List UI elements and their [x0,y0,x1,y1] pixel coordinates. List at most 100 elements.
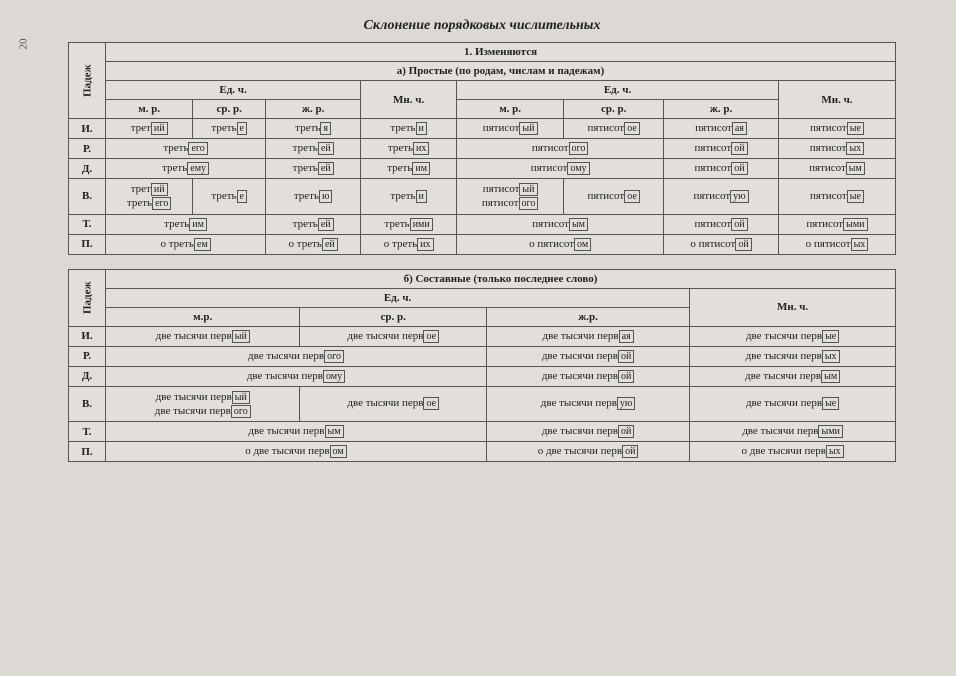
cell: две тысячи первому [106,366,487,386]
cell: две тысячи первыми [690,422,896,442]
table-row: Д. третьему третьей третьим пятисотому п… [69,159,896,179]
case-label: Т. [69,422,106,442]
case-label: Д. [69,366,106,386]
cell: две тысячи первый две тысячи первого [106,386,300,422]
cell: пятисотой [664,139,779,159]
cell: третьи [361,119,457,139]
case-label: И. [69,326,106,346]
cell: о третьем [106,234,266,254]
cell: две тысячи первое [300,386,487,422]
table-simple-numerals: Падеж 1. Изменяются а) Простые (по родам… [68,42,896,255]
cell: две тысячи первого [106,346,487,366]
cell: две тысячи первой [486,366,689,386]
col-sr: ср. р. [300,307,487,326]
cell: третьими [361,214,457,234]
case-label: Р. [69,346,106,366]
cell: третью [266,179,361,215]
case-label: П. [69,234,106,254]
cell: о третьей [266,234,361,254]
cell: пятисотое [564,119,664,139]
group-ed: Ед. ч. [106,288,690,307]
cell: о две тысячи первых [690,442,896,462]
cell: две тысячи первую [486,386,689,422]
col-zh1: ж. р. [266,100,361,119]
col-sr2: ср. р. [564,100,664,119]
case-label: Д. [69,159,106,179]
cell: третьи [361,179,457,215]
cell: две тысячи первой [486,346,689,366]
cell: третьей [266,139,361,159]
header-sub-b: б) Составные (только последнее слово) [106,269,896,288]
col-sr1: ср. р. [193,100,266,119]
cell: третьим [106,214,266,234]
cell: третьего [106,139,266,159]
cell: третьей [266,214,361,234]
table-compound-numerals: Падеж б) Составные (только последнее сло… [68,269,896,463]
cell: пятисотым [778,159,895,179]
col-mr: м.р. [106,307,300,326]
cell: две тысячи первые [690,326,896,346]
cell: две тысячи первых [690,346,896,366]
group-mn2: Мн. ч. [778,81,895,119]
table-row: В. третий третьего третье третью третьи … [69,179,896,215]
table-row: Т. две тысячи первым две тысячи первой д… [69,422,896,442]
case-label: Т. [69,214,106,234]
cell: пятисотой [664,214,779,234]
cell: о пятисотой [664,234,779,254]
page-number: 20 [18,39,30,50]
cell: две тысячи первая [486,326,689,346]
col-mr2: м. р. [457,100,564,119]
cell: пятисотым [457,214,664,234]
table-row: Р. две тысячи первого две тысячи первой … [69,346,896,366]
table-row: И. две тысячи первый две тысячи первое д… [69,326,896,346]
cell: две тысячи первой [486,422,689,442]
cell: пятисотые [778,179,895,215]
col-zh: ж.р. [486,307,689,326]
cell: третьих [361,139,457,159]
cell: пятисотые [778,119,895,139]
cell: третьей [266,159,361,179]
table-row: Д. две тысячи первому две тысячи первой … [69,366,896,386]
cell: две тысячи первый [106,326,300,346]
cell: пятисотая [664,119,779,139]
cell: пятисотому [457,159,664,179]
page-title: Склонение порядковых числительных [68,18,896,34]
col-header-padezh: Падеж [69,269,106,326]
cell: третьему [106,159,266,179]
col-header-padezh: Падеж [69,43,106,119]
cell: пятисотый пятисотого [457,179,564,215]
cell: о пятисотых [778,234,895,254]
content-area: Склонение порядковых числительных Падеж … [0,0,956,482]
group-mn1: Мн. ч. [361,81,457,119]
cell: о две тысячи первой [486,442,689,462]
cell: третьим [361,159,457,179]
group-mn: Мн. ч. [690,288,896,326]
cell: две тысячи первым [690,366,896,386]
case-label: Р. [69,139,106,159]
cell: пятисотый [457,119,564,139]
cell: пятисотого [457,139,664,159]
table-row: Р. третьего третьей третьих пятисотого п… [69,139,896,159]
cell: третье [193,119,266,139]
cell: две тысячи первые [690,386,896,422]
cell: третий [106,119,193,139]
cell: пятисотых [778,139,895,159]
cell: третья [266,119,361,139]
table-row: Т. третьим третьей третьими пятисотым пя… [69,214,896,234]
table-row: В. две тысячи первый две тысячи первого … [69,386,896,422]
cell: третий третьего [106,179,193,215]
cell: пятисотыми [778,214,895,234]
cell: о третьих [361,234,457,254]
cell: третье [193,179,266,215]
table-row: И. третий третье третья третьи пятисотый… [69,119,896,139]
group-ed1: Ед. ч. [106,81,361,100]
cell: пятисотое [564,179,664,215]
case-label: И. [69,119,106,139]
table-row: П. о две тысячи первом о две тысячи перв… [69,442,896,462]
header-main: 1. Изменяются [106,43,896,62]
cell: две тысячи первое [300,326,487,346]
case-label: В. [69,386,106,422]
cell: о пятисотом [457,234,664,254]
table-row: П. о третьем о третьей о третьих о пятис… [69,234,896,254]
col-mr1: м. р. [106,100,193,119]
